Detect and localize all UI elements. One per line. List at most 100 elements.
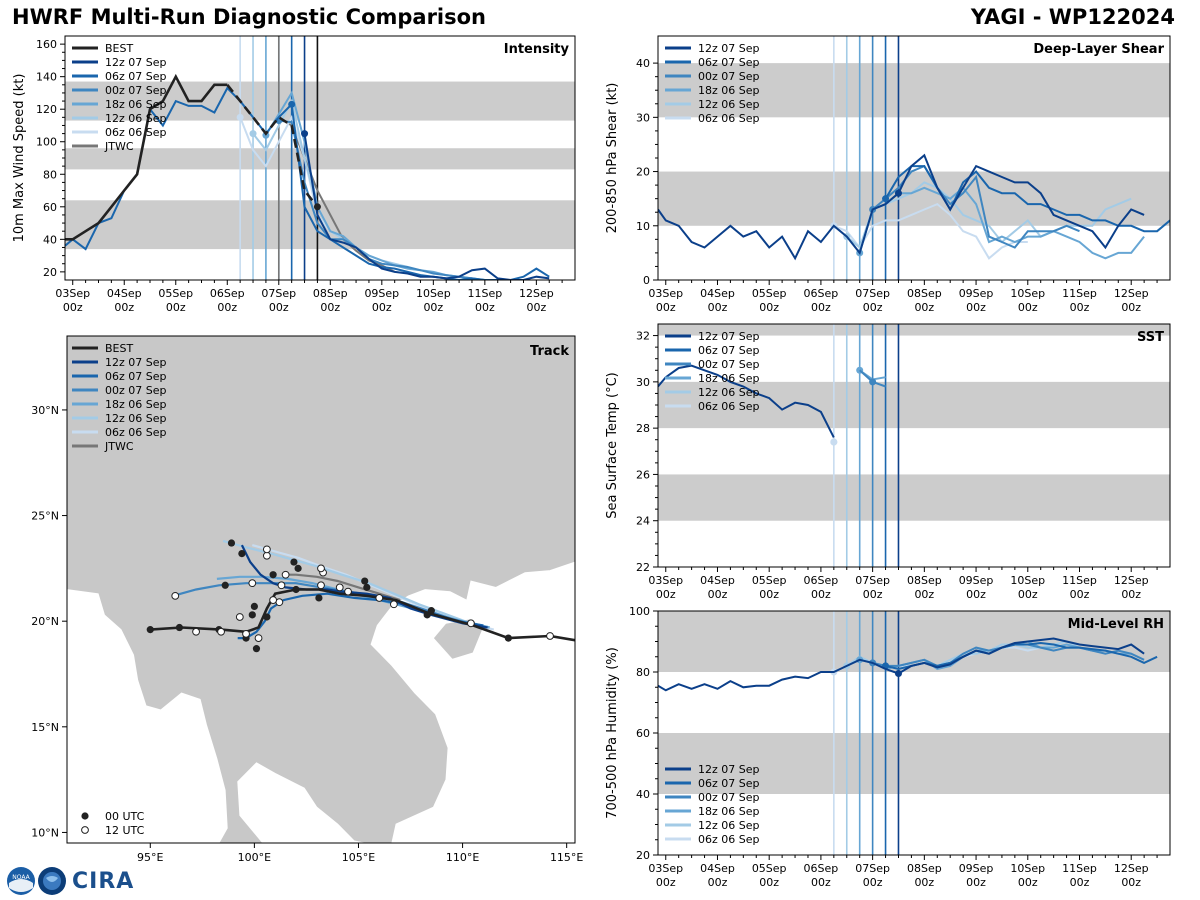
track-point-12utc bbox=[235, 613, 244, 621]
intensity-ytick-label: 120 bbox=[36, 103, 57, 116]
track-xtick-label: 105°E bbox=[342, 851, 375, 864]
shear-ytick-label: 20 bbox=[636, 166, 650, 179]
shear-xtick-day: 05Sep bbox=[752, 287, 787, 300]
track-point-00utc bbox=[250, 602, 258, 611]
intensity-init-marker bbox=[236, 113, 244, 121]
intensity-legend-label: 06z 06 Sep bbox=[105, 126, 167, 139]
track-point-00utc bbox=[175, 623, 184, 632]
track-ytick-label: 30°N bbox=[31, 404, 59, 417]
track-xtick-label: 110°E bbox=[446, 851, 479, 864]
rh-xtick-hour: 00z bbox=[1070, 876, 1090, 889]
sst-legend-label: 06z 07 Sep bbox=[698, 344, 760, 357]
intensity-xtick-hour: 00z bbox=[372, 301, 392, 314]
rh-xtick-day: 05Sep bbox=[752, 862, 787, 875]
intensity-ytick-label: 100 bbox=[36, 136, 57, 149]
shear-ytick-label: 30 bbox=[636, 111, 650, 124]
rh-xtick-hour: 00z bbox=[1121, 876, 1141, 889]
sst-title: SST bbox=[1137, 330, 1164, 345]
rh-xtick-day: 03Sep bbox=[648, 862, 683, 875]
track-legend-label: 06z 06 Sep bbox=[105, 426, 167, 439]
intensity-xtick-day: 10Sep bbox=[416, 287, 451, 300]
sst-xtick-hour: 00z bbox=[656, 588, 676, 601]
intensity-legend-label: 06z 07 Sep bbox=[105, 70, 167, 83]
shear-xtick-day: 09Sep bbox=[959, 287, 994, 300]
track-point-00utc bbox=[238, 549, 246, 558]
sst-legend-label: 12z 07 Sep bbox=[698, 330, 760, 343]
sst-panel: 22242628303203Sep00z04Sep00z05Sep00z06Se… bbox=[605, 323, 1171, 601]
sst-xtick-hour: 00z bbox=[1070, 588, 1090, 601]
rh-xtick-day: 07Sep bbox=[855, 862, 890, 875]
track-point-00utc bbox=[294, 564, 302, 572]
intensity-xtick-day: 06Sep bbox=[210, 287, 245, 300]
track-point-00utc bbox=[227, 539, 236, 547]
track-point-00utc bbox=[292, 585, 300, 594]
track-point-12utc bbox=[317, 581, 325, 590]
shear-xtick-day: 08Sep bbox=[907, 287, 942, 300]
shear-xtick-day: 04Sep bbox=[700, 287, 735, 300]
rh-xtick-hour: 00z bbox=[759, 876, 779, 889]
intensity-ytick-label: 140 bbox=[36, 71, 57, 84]
legend-12utc-marker bbox=[81, 826, 89, 834]
intensity-xtick-hour: 00z bbox=[217, 301, 237, 314]
intensity-ytick-label: 40 bbox=[43, 233, 57, 246]
track-point-12utc bbox=[335, 583, 344, 592]
sst-band bbox=[658, 381, 1170, 429]
intensity-xtick-hour: 00z bbox=[320, 301, 340, 314]
track-point-00utc bbox=[423, 611, 431, 619]
intensity-init-marker bbox=[249, 130, 257, 138]
sst-ytick-label: 28 bbox=[636, 422, 650, 435]
rh-xtick-hour: 00z bbox=[708, 876, 728, 889]
intensity-series-best bbox=[65, 73, 228, 241]
rh-ytick-label: 40 bbox=[636, 788, 650, 801]
track-point-12utc bbox=[281, 570, 290, 579]
sst-xtick-hour: 00z bbox=[914, 588, 934, 601]
shear-xtick-day: 07Sep bbox=[855, 287, 890, 300]
intensity-ylabel: 10m Max Wind Speed (kt) bbox=[12, 74, 27, 243]
intensity-xtick-day: 12Sep bbox=[519, 287, 554, 300]
shear-legend-label: 12z 06 Sep bbox=[698, 98, 760, 111]
sst-point-marker bbox=[830, 438, 838, 446]
shear-legend-label: 18z 06 Sep bbox=[698, 84, 760, 97]
intensity-legend-label: BEST bbox=[105, 42, 133, 55]
intensity-best-marker bbox=[313, 203, 321, 211]
shear-xtick-day: 12Sep bbox=[1114, 287, 1149, 300]
track-legend-label: 06z 07 Sep bbox=[105, 370, 167, 383]
intensity-xtick-hour: 00z bbox=[475, 301, 495, 314]
sst-xtick-hour: 00z bbox=[759, 588, 779, 601]
shear-series-12z-06-sep bbox=[846, 181, 1132, 250]
intensity-xtick-hour: 00z bbox=[166, 301, 186, 314]
track-legend-label: 18z 06 Sep bbox=[105, 398, 167, 411]
rh-xtick-hour: 00z bbox=[1018, 876, 1038, 889]
intensity-init-marker bbox=[301, 130, 309, 138]
intensity-series-best-dashed bbox=[226, 83, 319, 208]
rh-band bbox=[658, 733, 1170, 794]
track-legend-label: BEST bbox=[105, 342, 133, 355]
shear-panel: 01020304003Sep00z04Sep00z05Sep00z06Sep00… bbox=[605, 35, 1171, 314]
rh-xtick-day: 08Sep bbox=[907, 862, 942, 875]
shear-init-marker bbox=[894, 189, 902, 197]
track-point-12utc bbox=[269, 596, 278, 604]
track-point-12utc bbox=[262, 545, 271, 554]
intensity-legend-label: 12z 06 Sep bbox=[105, 112, 167, 125]
rh-xtick-day: 09Sep bbox=[959, 862, 994, 875]
rh-ytick-label: 100 bbox=[629, 605, 650, 618]
intensity-ytick-label: 160 bbox=[36, 38, 57, 51]
track-point-12utc bbox=[375, 594, 384, 602]
rh-xtick-hour: 00z bbox=[914, 876, 934, 889]
sst-xtick-hour: 00z bbox=[966, 588, 986, 601]
shear-xtick-day: 03Sep bbox=[648, 287, 683, 300]
track-point-12utc bbox=[389, 600, 398, 609]
sst-xtick-day: 09Sep bbox=[959, 574, 994, 587]
sst-xtick-day: 03Sep bbox=[648, 574, 683, 587]
shear-xtick-hour: 00z bbox=[1121, 301, 1141, 314]
legend-12utc-label: 12 UTC bbox=[105, 824, 145, 837]
sst-xtick-hour: 00z bbox=[1018, 588, 1038, 601]
rh-xtick-hour: 00z bbox=[966, 876, 986, 889]
rh-xtick-day: 12Sep bbox=[1114, 862, 1149, 875]
shear-ytick-label: 10 bbox=[636, 220, 650, 233]
sst-band bbox=[658, 324, 1170, 336]
track-panel: 95°E 100°E 105°E 110°E 115°E 10°N 15°N 20°N 25°N… bbox=[31, 335, 583, 864]
intensity-xtick-day: 08Sep bbox=[313, 287, 348, 300]
intensity-xtick-day: 11Sep bbox=[467, 287, 502, 300]
